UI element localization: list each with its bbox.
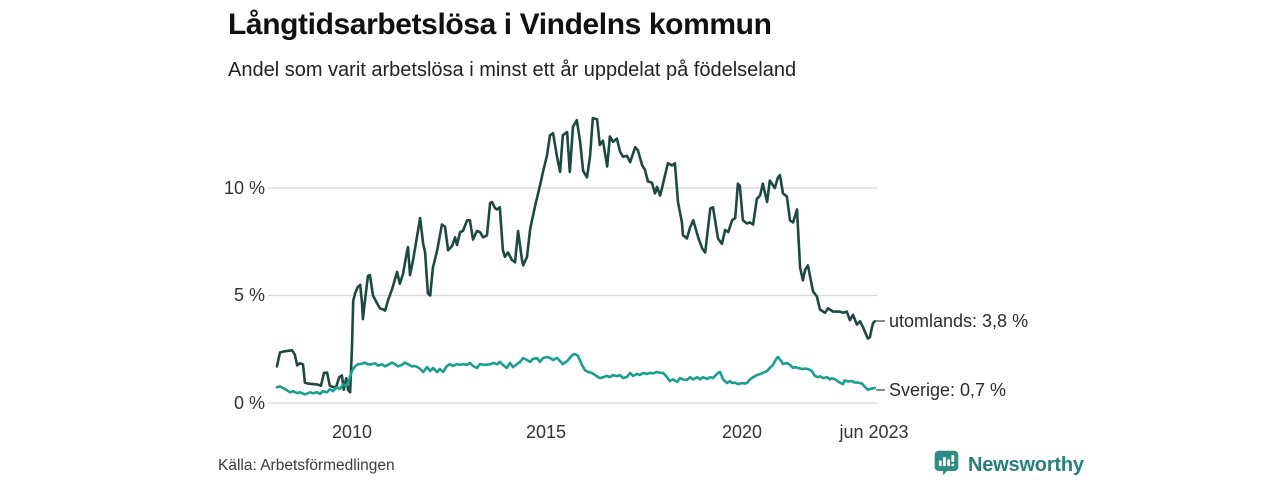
page-title: Långtidsarbetslösa i Vindelns kommun — [228, 8, 772, 41]
x-axis-tick-2020: 2020 — [721, 422, 763, 442]
label-connector-dash — [876, 320, 885, 322]
series-label-utomlands-text: utomlands: 3,8 % — [889, 311, 1029, 331]
series-label-sverige-text: Sverige: 0,7 % — [889, 380, 1007, 400]
series-line-Sverige — [275, 352, 877, 396]
x-axis-tick-jun-2023: jun 2023 — [839, 422, 909, 442]
x-axis-tick-2010: 2010 — [331, 422, 373, 442]
page-subtitle: Andel som varit arbetslösa i minst ett å… — [228, 59, 797, 81]
y-axis-tick-10: 10 % — [223, 178, 265, 198]
series-label-sverige: Sverige: 0,7 % — [876, 379, 1006, 401]
y-axis-tick-5: 5 % — [233, 285, 265, 305]
label-connector-dash — [876, 389, 885, 391]
brand-logo: Newsworthy — [933, 449, 1084, 480]
y-axis-tick-0: 0 % — [233, 393, 265, 413]
series-label-utomlands: utomlands: 3,8 % — [876, 310, 1028, 332]
newsworthy-chart-bubble-icon — [933, 449, 960, 480]
x-axis-tick-2015: 2015 — [525, 422, 567, 442]
brand-name: Newsworthy — [968, 453, 1084, 476]
source-note: Källa: Arbetsförmedlingen — [218, 457, 395, 474]
series-line-utomlands — [275, 116, 877, 394]
